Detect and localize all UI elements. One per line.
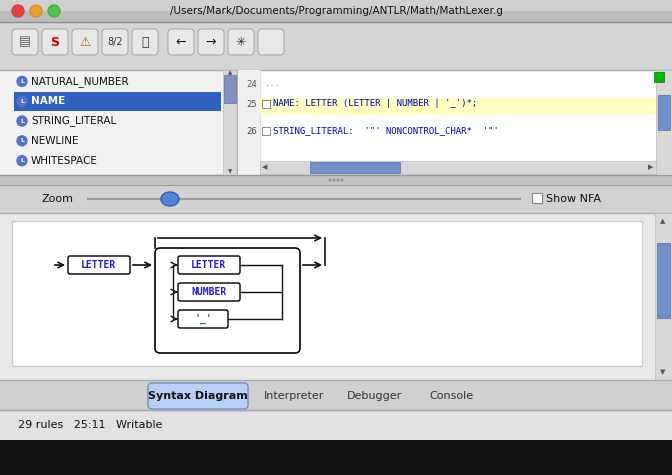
Text: 26: 26 [246, 127, 257, 136]
FancyBboxPatch shape [148, 383, 248, 409]
Text: L: L [20, 99, 24, 104]
Text: →: → [206, 36, 216, 48]
Text: STRING_LITERAL:  '"' NONCONTROL_CHAR*  '"': STRING_LITERAL: '"' NONCONTROL_CHAR* '"' [273, 126, 499, 135]
FancyBboxPatch shape [72, 29, 98, 55]
Bar [0, 380, 672, 410]
Text: '_': '_' [194, 314, 212, 324]
Bar [14, 92, 221, 111]
Bar [262, 127, 270, 135]
Text: Console: Console [429, 391, 473, 401]
Text: ⚠: ⚠ [79, 36, 91, 48]
Text: ✳: ✳ [236, 36, 246, 48]
Circle shape [30, 5, 42, 17]
FancyBboxPatch shape [155, 248, 300, 353]
Text: LETTER: LETTER [81, 260, 117, 270]
Text: 8/2: 8/2 [108, 37, 123, 47]
Text: Syntax Diagram: Syntax Diagram [148, 391, 248, 401]
Bar [657, 243, 670, 318]
FancyBboxPatch shape [228, 29, 254, 55]
Circle shape [17, 136, 27, 146]
Circle shape [12, 5, 24, 17]
Bar [262, 100, 270, 108]
Text: Zoom: Zoom [42, 194, 74, 204]
Bar [223, 70, 237, 175]
Text: ▶: ▶ [648, 164, 653, 170]
Bar [0, 70, 237, 175]
Text: ←: ← [176, 36, 186, 48]
FancyBboxPatch shape [102, 29, 128, 55]
Text: S: S [50, 36, 60, 48]
Bar [0, 22, 672, 70]
FancyBboxPatch shape [178, 310, 228, 328]
Text: ◀: ◀ [262, 164, 267, 170]
FancyBboxPatch shape [178, 256, 240, 274]
Circle shape [333, 179, 335, 181]
FancyBboxPatch shape [178, 283, 240, 301]
Bar [0, 410, 672, 440]
Bar [0, 440, 672, 475]
Text: ▲: ▲ [661, 218, 666, 224]
Bar [658, 95, 670, 130]
Text: NAME: LETTER (LETTER | NUMBER | '_')*;: NAME: LETTER (LETTER | NUMBER | '_')*; [273, 99, 477, 108]
Circle shape [17, 76, 27, 86]
Bar [237, 70, 672, 175]
Circle shape [341, 179, 343, 181]
Text: STRING_LITERAL: STRING_LITERAL [31, 115, 116, 126]
Text: /Users/Mark/Documents/Programming/ANTLR/Math/MathLexer.g: /Users/Mark/Documents/Programming/ANTLR/… [169, 6, 503, 16]
Text: ▼: ▼ [228, 170, 232, 174]
Circle shape [17, 96, 27, 106]
Bar [655, 213, 672, 380]
Text: WHITESPACE: WHITESPACE [31, 156, 98, 166]
FancyBboxPatch shape [42, 29, 68, 55]
Text: ▤: ▤ [19, 36, 31, 48]
FancyBboxPatch shape [168, 29, 194, 55]
Text: NATURAL_NUMBER: NATURAL_NUMBER [31, 76, 128, 87]
Bar [260, 98, 657, 115]
Text: Debugger: Debugger [347, 391, 403, 401]
FancyBboxPatch shape [258, 29, 284, 55]
Text: ⌕: ⌕ [141, 36, 149, 48]
Bar [12, 221, 642, 366]
Bar [654, 72, 664, 82]
Circle shape [17, 116, 27, 126]
Text: L: L [20, 119, 24, 124]
Text: NUMBER: NUMBER [192, 287, 226, 297]
Text: L: L [20, 79, 24, 84]
Bar [532, 193, 542, 203]
Ellipse shape [161, 192, 179, 206]
FancyBboxPatch shape [132, 29, 158, 55]
Text: NAME: NAME [31, 96, 65, 106]
Bar [260, 161, 656, 174]
Circle shape [337, 179, 339, 181]
Text: 29 rules   25:11   Writable: 29 rules 25:11 Writable [18, 420, 163, 430]
Bar [0, 175, 672, 185]
Circle shape [17, 156, 27, 166]
FancyBboxPatch shape [68, 256, 130, 274]
Bar [0, 185, 672, 213]
Circle shape [329, 179, 331, 181]
Bar [0, 0, 672, 22]
FancyBboxPatch shape [12, 29, 38, 55]
Text: Interpreter: Interpreter [264, 391, 324, 401]
Bar [0, 0, 672, 11]
Text: Show NFA: Show NFA [546, 194, 601, 204]
FancyBboxPatch shape [198, 29, 224, 55]
Text: NEWLINE: NEWLINE [31, 136, 79, 146]
Bar [238, 70, 260, 175]
Text: 24: 24 [246, 80, 257, 89]
Bar [310, 162, 400, 173]
Text: LETTER: LETTER [192, 260, 226, 270]
Text: 25: 25 [246, 100, 257, 109]
Text: L: L [20, 138, 24, 143]
Text: ▲: ▲ [228, 70, 232, 76]
Bar [0, 213, 672, 380]
Bar [224, 75, 236, 103]
Circle shape [48, 5, 60, 17]
Text: ▼: ▼ [661, 369, 666, 375]
Text: L: L [20, 158, 24, 163]
Text: ...: ... [265, 79, 281, 88]
Bar [656, 70, 672, 175]
